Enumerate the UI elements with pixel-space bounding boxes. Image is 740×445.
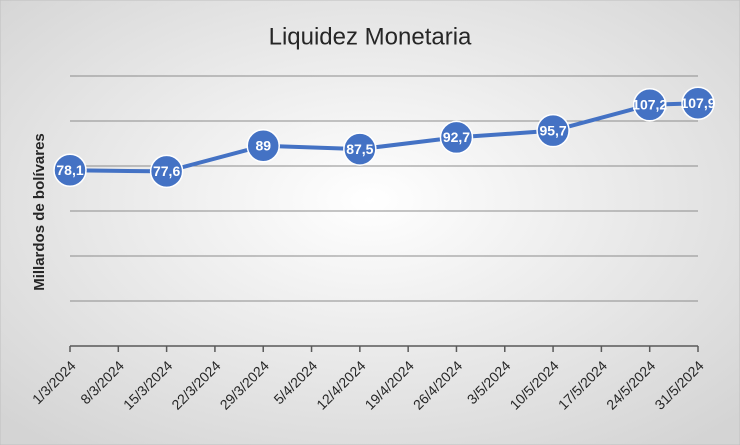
value-label: 107,2 — [632, 97, 667, 113]
point — [536, 113, 570, 148]
chart-title: Liquidez Monetaria — [269, 23, 472, 50]
value-label: 92,7 — [443, 129, 470, 145]
point — [681, 86, 715, 120]
value-label: 107,9 — [680, 95, 715, 111]
y-axis-label: Millardos de bolívares — [31, 133, 48, 291]
point — [343, 132, 377, 166]
value-label: 89 — [255, 137, 271, 153]
point — [439, 120, 474, 155]
value-label: 95,7 — [539, 122, 566, 138]
point — [632, 88, 667, 122]
point — [53, 153, 87, 188]
value-label: 87,5 — [346, 141, 373, 157]
value-label: 78,1 — [56, 162, 83, 178]
point — [149, 154, 184, 189]
value-label: 77,6 — [153, 163, 180, 179]
point — [246, 129, 280, 163]
